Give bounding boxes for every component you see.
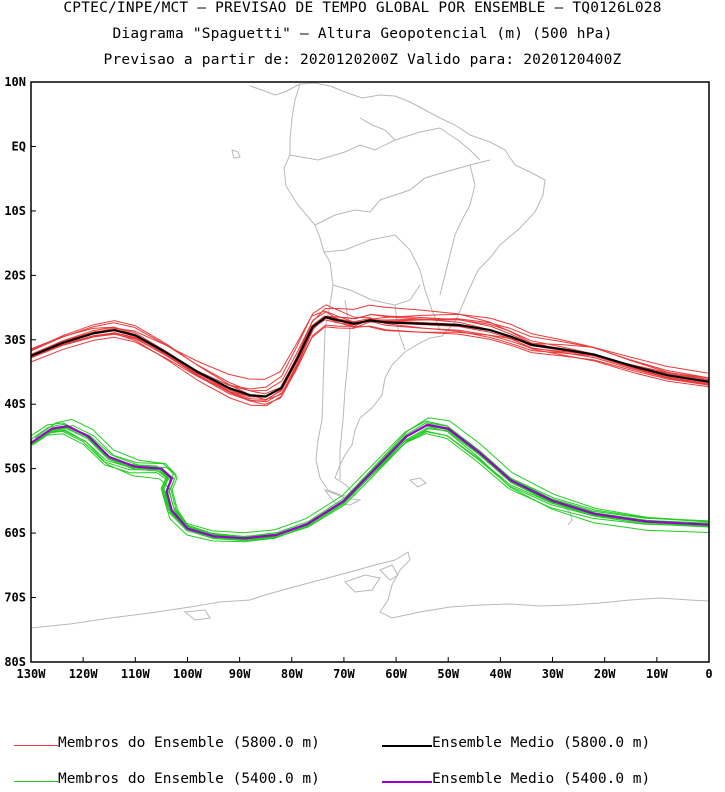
- x-tick-label: 130W: [17, 667, 47, 681]
- member-line-5400-1: [31, 425, 709, 543]
- ensemble-mean-5800-line: [31, 316, 709, 398]
- x-tick-label: 0: [705, 667, 712, 681]
- x-tick-label: 60W: [385, 667, 407, 681]
- x-tick-label: 20W: [594, 667, 616, 681]
- legend-swatch-green: [14, 781, 58, 782]
- y-tick-label: 10S: [4, 204, 26, 218]
- y-tick-label: 50S: [4, 462, 26, 476]
- legend-label-mean-5400: Ensemble Medio (5400.0 m): [432, 771, 651, 787]
- coastline-map: [31, 82, 709, 629]
- member-line-5400-7: [31, 430, 709, 538]
- member-line-5800-5: [31, 317, 709, 398]
- member-line-5800-9: [31, 319, 709, 406]
- x-tick-label: 50W: [437, 667, 459, 681]
- legend-label-members-5800: Membros do Ensemble (5800.0 m): [58, 735, 320, 751]
- y-tick-label: 60S: [4, 526, 26, 540]
- x-tick-label: 110W: [121, 667, 151, 681]
- x-tick-label: 30W: [542, 667, 564, 681]
- member-line-5400-10: [31, 430, 708, 537]
- legend-label-members-5400: Membros do Ensemble (5400.0 m): [58, 771, 320, 787]
- y-tick-label: 10N: [4, 75, 26, 89]
- x-tick-label: 40W: [490, 667, 512, 681]
- member-line-5400-8: [31, 424, 709, 541]
- y-tick-label: EQ: [12, 139, 26, 153]
- legend-swatch-black: [382, 745, 432, 747]
- y-tick-label: 80S: [4, 655, 26, 669]
- x-tick-label: 120W: [69, 667, 99, 681]
- member-line-5400-9: [34, 417, 709, 538]
- plot-frame: [30, 81, 710, 663]
- x-tick-label: 100W: [173, 667, 203, 681]
- legend-swatch-purple: [382, 781, 432, 783]
- y-tick-label: 20S: [4, 268, 26, 282]
- y-tick-label: 40S: [4, 397, 26, 411]
- member-line-5800-11: [31, 318, 709, 395]
- ensemble-mean-5400-line: [31, 423, 709, 540]
- chart-title-line3: Previsao a partir de: 2020120200Z Valido…: [103, 52, 622, 68]
- x-tick-label: 80W: [281, 667, 303, 681]
- y-tick-label: 70S: [4, 591, 26, 605]
- member-line-5400-11: [31, 432, 708, 539]
- chart-title-line2: Diagrama "Spaguetti" – Altura Geopotenci…: [112, 26, 613, 42]
- legend-swatch-red: [14, 745, 58, 746]
- member-line-5400-3: [31, 427, 709, 542]
- x-tick-label: 10W: [646, 667, 668, 681]
- legend-label-mean-5800: Ensemble Medio (5800.0 m): [432, 735, 651, 751]
- member-line-5800-12: [31, 315, 708, 398]
- member-line-5800-7: [31, 304, 709, 390]
- y-tick-label: 30S: [4, 333, 26, 347]
- x-tick-label: 90W: [229, 667, 251, 681]
- chart-title-line1: CPTEC/INPE/MCT – PREVISAO DE TEMPO GLOBA…: [63, 0, 662, 16]
- member-line-5800-6: [31, 313, 709, 401]
- member-line-5400-5: [32, 426, 709, 541]
- x-tick-label: 70W: [333, 667, 355, 681]
